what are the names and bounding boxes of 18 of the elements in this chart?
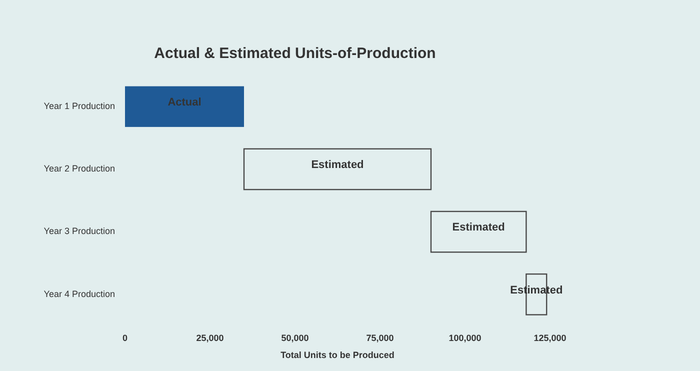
bar: [125, 86, 244, 127]
x-tick-label: 75,000: [366, 333, 394, 343]
bar: [243, 148, 432, 190]
text: Estimated: [311, 159, 364, 172]
bar: [430, 210, 527, 253]
text: Estimated: [452, 222, 505, 234]
chart-title: Actual & Estimated Units-of-Production: [154, 45, 436, 62]
x-tick-label: 125,000: [534, 333, 566, 343]
x-tick-label: 50,000: [281, 333, 309, 343]
series-label: Actual: [168, 96, 202, 109]
x-tick-label: 25,000: [196, 333, 224, 343]
y-tick-label: Year 4 Production: [44, 288, 115, 299]
x-tick-label: 100,000: [448, 333, 482, 343]
y-tick-label: Year 2 Production: [44, 164, 115, 174]
x-tick-label: 0: [122, 333, 128, 343]
x-axis-title: Total Units to be Produced: [280, 350, 394, 360]
y-tick-label: Year 1 Production: [44, 100, 115, 111]
y-tick-label: Year 3 Production: [44, 226, 115, 236]
